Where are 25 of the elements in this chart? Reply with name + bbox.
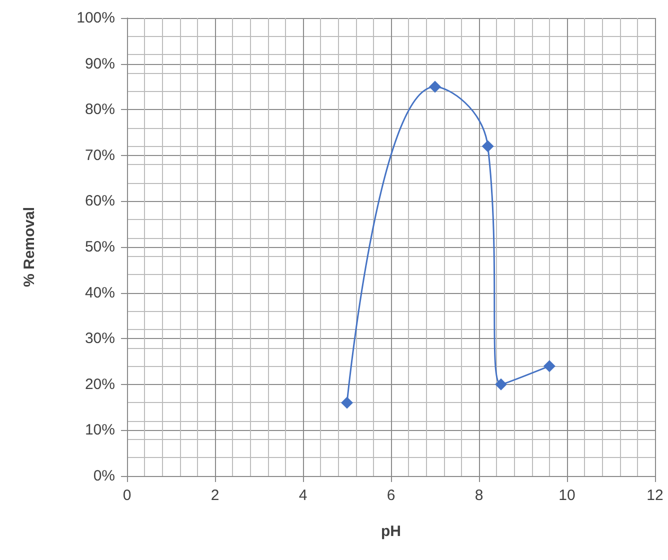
x-tick-label: 4 [298,487,308,504]
y-tick-label: 10% [84,422,115,439]
y-axis-title: % Removal [21,206,38,288]
y-tick-label: 90% [84,55,115,72]
y-tick-label: 100% [76,10,115,26]
point [429,80,441,93]
point [543,360,556,372]
y-tick-label: 50% [84,238,115,256]
x-tick-label: 8 [474,487,484,504]
point [482,140,494,152]
point [341,396,353,409]
y-tick-label: 60% [84,192,115,210]
x-axis-title: pH [381,523,401,540]
point [495,378,507,390]
x-tick-label: 10 [558,487,576,504]
y-tick-label: 0% [93,468,115,484]
x-tick-label: 2 [210,487,220,504]
y-tick-label: 20% [84,376,115,393]
y-tick-label: 40% [84,284,115,302]
x-tick-label: 6 [386,487,396,504]
y-tick-label: 70% [84,146,115,164]
x-tick-label: 0 [122,487,132,504]
x-tick-label: 12 [646,487,664,504]
y-tick-label: 30% [84,330,115,348]
y-tick-label: 80% [84,101,115,118]
